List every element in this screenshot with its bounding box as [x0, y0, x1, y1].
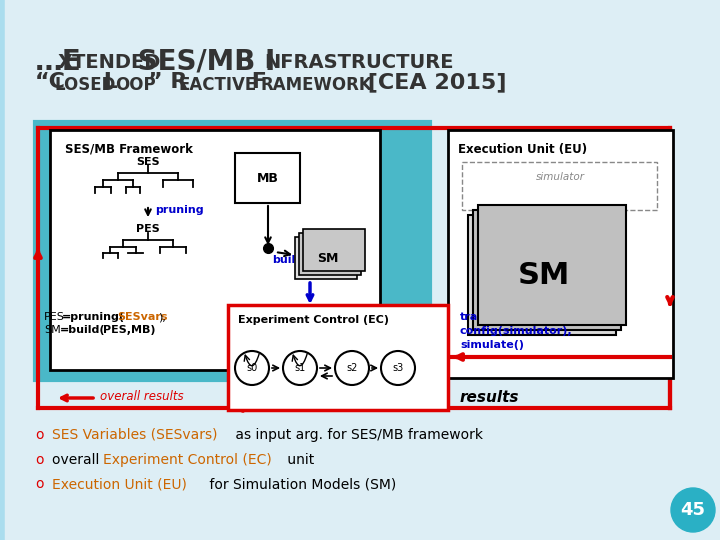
Text: Execution Unit (EU): Execution Unit (EU): [458, 143, 587, 156]
Text: build: build: [272, 255, 303, 265]
Text: SM: SM: [318, 252, 338, 265]
Text: s1: s1: [294, 363, 305, 373]
Bar: [448, 130, 673, 378]
Text: o: o: [35, 428, 43, 442]
Text: SES Variables (SESvars): SES Variables (SESvars): [52, 428, 217, 442]
Text: SESvars: SESvars: [117, 312, 168, 322]
Bar: [468, 215, 616, 335]
Bar: [462, 162, 657, 210]
Text: overall results: overall results: [100, 390, 184, 403]
Circle shape: [335, 351, 369, 385]
Text: F: F: [244, 72, 267, 92]
Text: Experiment Control (EC): Experiment Control (EC): [103, 453, 271, 467]
Text: o: o: [35, 477, 43, 491]
Bar: [50, 130, 380, 370]
Text: L: L: [96, 72, 118, 92]
Text: simulate(): simulate(): [460, 340, 524, 350]
Bar: [303, 229, 365, 271]
FancyBboxPatch shape: [35, 122, 430, 132]
Text: SM: SM: [518, 260, 570, 289]
Text: s3: s3: [392, 363, 404, 373]
Text: OOP: OOP: [115, 76, 156, 94]
Circle shape: [671, 488, 715, 532]
Text: Execution Unit (EU): Execution Unit (EU): [52, 477, 187, 491]
Bar: [228, 305, 448, 410]
Text: PES,MB): PES,MB): [103, 325, 156, 335]
Text: config(simulator),: config(simulator),: [460, 326, 572, 336]
Text: PES: PES: [136, 224, 160, 234]
Text: SES: SES: [136, 157, 160, 167]
Text: =pruning(: =pruning(: [62, 312, 125, 322]
Bar: [478, 205, 626, 325]
Circle shape: [283, 351, 317, 385]
Circle shape: [235, 351, 269, 385]
Text: ” R: ” R: [148, 72, 187, 92]
Text: SM: SM: [44, 325, 60, 335]
Text: simulator: simulator: [536, 172, 585, 182]
Text: s0: s0: [246, 363, 258, 373]
Text: s2: s2: [346, 363, 358, 373]
Text: LOSED: LOSED: [54, 76, 115, 94]
Text: MB: MB: [257, 172, 279, 185]
Bar: [299, 233, 361, 275]
Text: ),: ),: [158, 312, 166, 322]
Text: results: results: [460, 390, 520, 405]
Bar: [473, 210, 621, 330]
Text: o: o: [35, 453, 43, 467]
Bar: [35, 122, 430, 380]
Text: …E: …E: [35, 48, 82, 76]
Text: SES/MB Framework: SES/MB Framework: [65, 143, 193, 156]
Text: as input arg. for SES/MB framework: as input arg. for SES/MB framework: [231, 428, 483, 442]
Text: pruning: pruning: [155, 205, 204, 215]
Text: XTENDED: XTENDED: [58, 53, 161, 72]
Text: =build(: =build(: [60, 325, 106, 335]
Circle shape: [381, 351, 415, 385]
Text: 45: 45: [680, 501, 706, 519]
Text: Experiment Control (EC): Experiment Control (EC): [238, 315, 389, 325]
Text: transmit(SM),: transmit(SM),: [460, 312, 546, 322]
Text: unit: unit: [283, 453, 314, 467]
Text: for Simulation Models (SM): for Simulation Models (SM): [205, 477, 396, 491]
Text: SES/MB I: SES/MB I: [128, 48, 275, 76]
Bar: [295, 237, 357, 279]
Text: EACTIVE: EACTIVE: [178, 76, 256, 94]
Text: [CEA 2015]: [CEA 2015]: [360, 72, 506, 92]
Text: PES: PES: [44, 312, 65, 322]
Bar: [235, 153, 300, 203]
Text: RAMEWORK: RAMEWORK: [260, 76, 372, 94]
Text: overall: overall: [52, 453, 104, 467]
Text: “C: “C: [35, 72, 66, 92]
Text: NFRASTRUCTURE: NFRASTRUCTURE: [264, 53, 454, 72]
